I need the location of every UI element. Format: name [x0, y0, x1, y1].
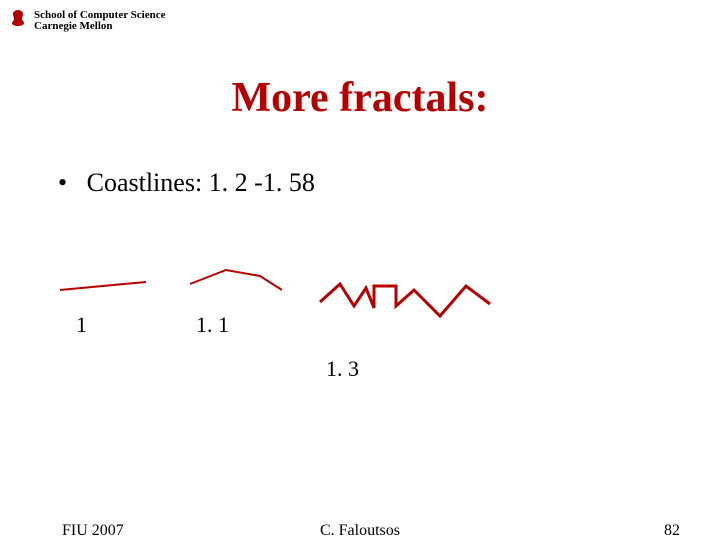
bullet-marker: • — [58, 168, 67, 197]
coastline-fig-3 — [318, 276, 498, 331]
coastline-fig-2 — [188, 266, 288, 301]
header-line-1: School of Computer Science — [34, 10, 165, 21]
coastline-label-2: 1. 1 — [196, 312, 229, 338]
bullet-text: Coastlines: 1. 2 -1. 58 — [87, 168, 315, 197]
bullet-row: • Coastlines: 1. 2 -1. 58 — [58, 168, 315, 198]
coastline-line-3-icon — [318, 276, 498, 326]
header-text: School of Computer Science Carnegie Mell… — [34, 10, 165, 32]
coastline-line-2-icon — [188, 266, 288, 296]
coastline-label-3: 1. 3 — [326, 356, 359, 382]
coastline-line-1-icon — [56, 280, 152, 300]
slide-title: More fractals: — [0, 74, 720, 122]
footer-right: 82 — [664, 522, 680, 540]
coastline-label-1: 1 — [76, 312, 87, 338]
footer-center: C. Faloutsos — [0, 522, 720, 540]
slide-header: School of Computer Science Carnegie Mell… — [8, 8, 165, 33]
header-line-2: Carnegie Mellon — [34, 21, 165, 32]
cmu-logo-icon — [8, 8, 28, 33]
coastline-fig-1 — [56, 280, 152, 305]
